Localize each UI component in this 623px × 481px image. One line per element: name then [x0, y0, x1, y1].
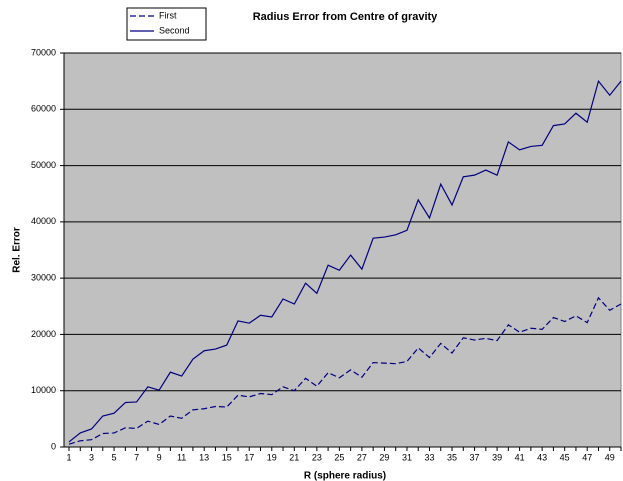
x-tick-label: 47 [582, 452, 592, 462]
y-tick-label: 10000 [31, 385, 56, 395]
x-tick-label: 35 [447, 452, 457, 462]
x-tick-label: 17 [244, 452, 254, 462]
x-tick-label: 23 [312, 452, 322, 462]
y-axis-title: Rel. Error [12, 227, 23, 273]
x-tick-label: 39 [492, 452, 502, 462]
legend-box [126, 7, 207, 41]
x-axis-title: R (sphere radius) [304, 471, 386, 481]
legend-label: Second [159, 25, 190, 35]
x-tick-label: 9 [157, 452, 162, 462]
x-tick-label: 31 [402, 452, 412, 462]
x-tick-label: 19 [267, 452, 277, 462]
y-tick-label: 60000 [31, 104, 56, 114]
legend-label: First [159, 10, 177, 20]
x-tick-label: 7 [134, 452, 139, 462]
x-tick-label: 5 [112, 452, 117, 462]
y-tick-label: 40000 [31, 216, 56, 226]
x-tick-label: 33 [424, 452, 434, 462]
y-tick-label: 0 [51, 441, 56, 451]
series-line [68, 79, 622, 443]
x-tick-label: 29 [379, 452, 389, 462]
y-tick-label: 20000 [31, 329, 56, 339]
x-tick-label: 15 [222, 452, 232, 462]
chart-title: Radius Error from Centre of gravity [253, 11, 438, 23]
x-tick-label: 11 [177, 452, 186, 462]
x-tick-label: 43 [537, 452, 547, 462]
y-tick-label: 30000 [31, 273, 56, 283]
x-tick-label: 21 [289, 452, 299, 462]
y-tick-label: 50000 [31, 160, 56, 170]
plot-area [63, 52, 622, 448]
x-tick-label: 13 [199, 452, 209, 462]
x-tick-label: 27 [357, 452, 367, 462]
x-tick-label: 41 [515, 452, 525, 462]
x-tick-label: 45 [560, 452, 570, 462]
x-tick-label: 25 [334, 452, 344, 462]
y-tick-label: 70000 [31, 47, 56, 57]
x-tick-label: 3 [89, 452, 94, 462]
x-tick-label: 37 [470, 452, 480, 462]
x-tick-label: 49 [605, 452, 615, 462]
x-tick-label: 1 [66, 452, 71, 462]
